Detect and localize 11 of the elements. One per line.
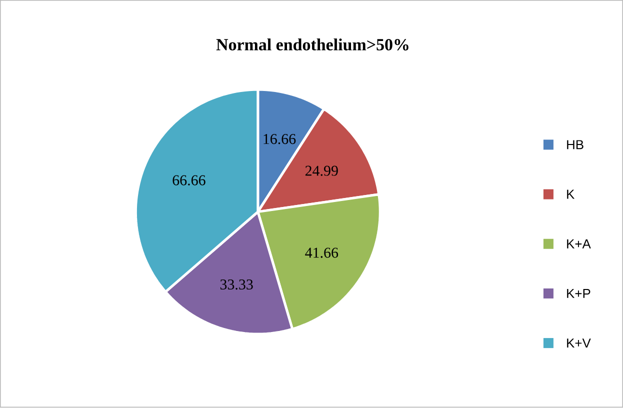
- data-label: 41.66: [305, 248, 338, 258]
- legend-label: HB: [567, 140, 584, 150]
- legend-label: K+A: [567, 240, 591, 249]
- data-label: 66.66: [172, 175, 206, 186]
- chart-title: Normal endothelium>50%: [216, 38, 408, 51]
- legend-label: K+V: [567, 338, 591, 348]
- legend-label: K+P: [567, 289, 590, 298]
- data-label: 24.99: [305, 166, 338, 176]
- data-label: 16.66: [264, 134, 296, 144]
- data-label: 33.33: [220, 280, 253, 290]
- legend-label: K: [567, 190, 575, 199]
